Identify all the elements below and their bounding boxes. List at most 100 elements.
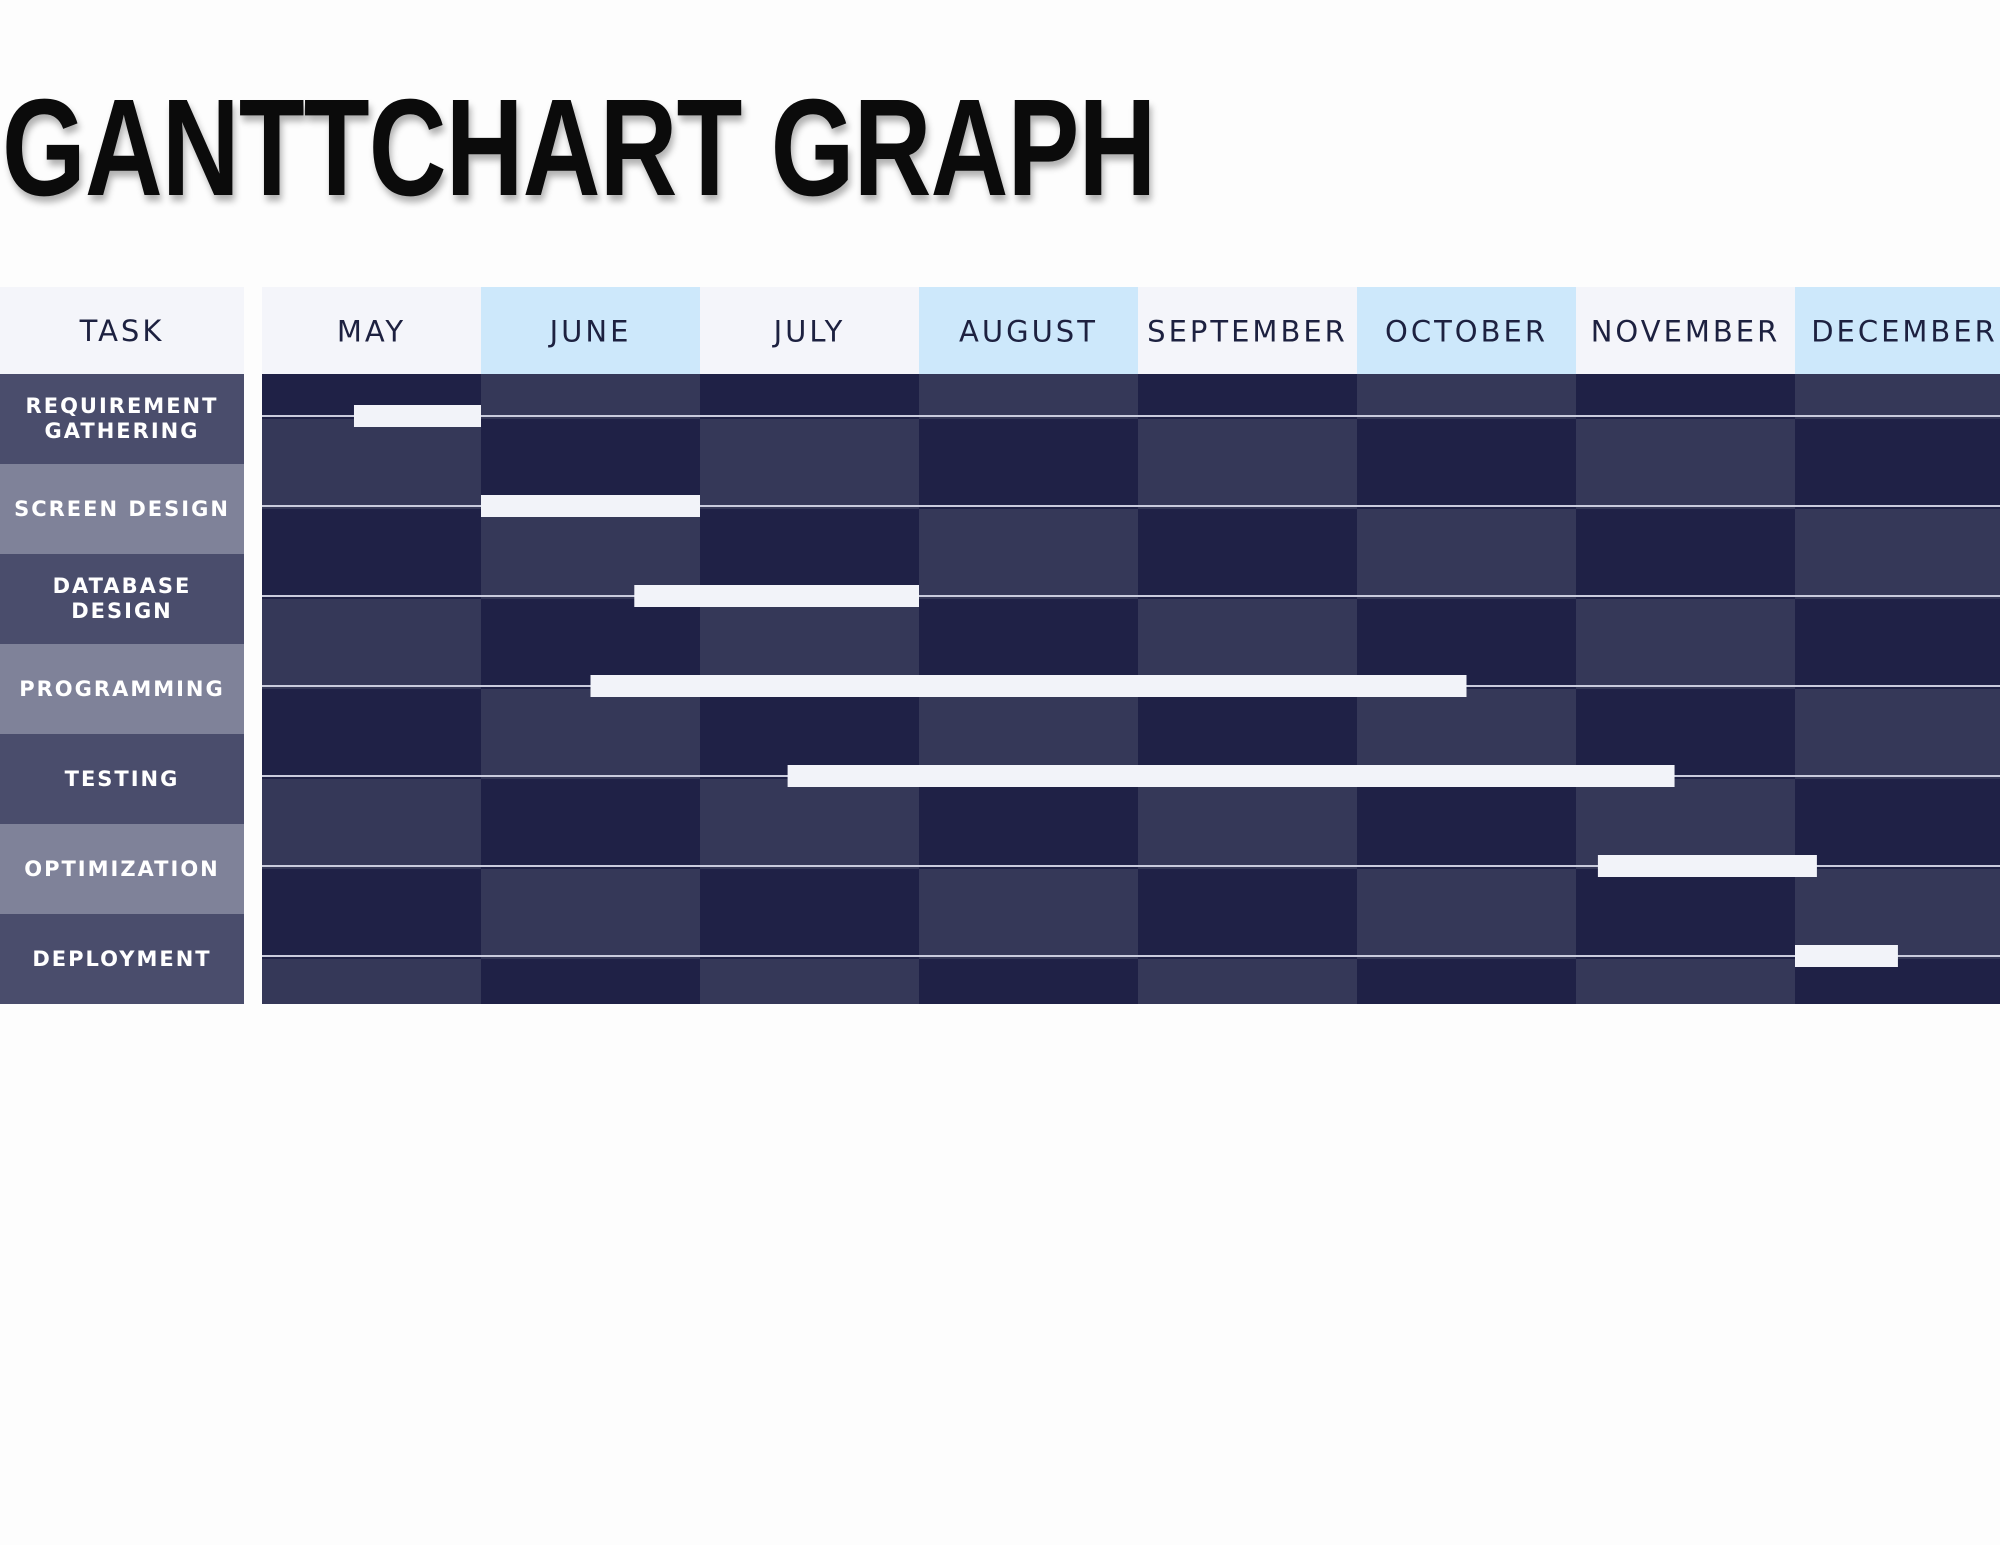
month-label: DECEMBER — [1811, 315, 1998, 349]
month-header-cell — [919, 287, 1138, 374]
grid-cell — [1357, 959, 1576, 1004]
task-label: OPTIMIZATION — [0, 824, 244, 914]
grid-cell — [700, 959, 919, 1004]
grid-cell — [919, 509, 1138, 554]
grid-cell — [1138, 824, 1357, 869]
grid-cell — [1795, 509, 2000, 554]
task-bar — [481, 495, 700, 517]
grid-cell — [1357, 914, 1576, 959]
grid-cell — [1138, 374, 1357, 419]
grid-cell — [700, 419, 919, 464]
grid-cell — [1138, 869, 1357, 914]
month-header-cell — [262, 287, 481, 374]
month-header-cell — [700, 287, 919, 374]
grid-cell — [1576, 374, 1795, 419]
grid-cell — [1795, 644, 2000, 689]
grid-cell — [262, 644, 481, 689]
task-label: PROGRAMMING — [0, 644, 244, 734]
grid-cell — [700, 509, 919, 554]
grid-cell — [262, 959, 481, 1004]
grid-cell — [919, 374, 1138, 419]
task-bar — [590, 675, 1467, 697]
task-bar — [353, 405, 481, 427]
month-label: JUNE — [548, 315, 632, 349]
grid-cell — [1357, 464, 1576, 509]
grid-cell — [919, 599, 1138, 644]
grid-cell — [700, 464, 919, 509]
task-label: REQUIREMENT GATHERING — [0, 374, 244, 464]
grid-cell — [1795, 464, 2000, 509]
task-label: TESTING — [0, 734, 244, 824]
grid-cell — [1138, 554, 1357, 599]
grid-cell — [481, 419, 700, 464]
grid-cell — [481, 869, 700, 914]
grid-cell — [481, 959, 700, 1004]
grid-cell — [262, 734, 481, 779]
task-label: SCREEN DESIGN — [0, 464, 244, 554]
grid-cell — [919, 554, 1138, 599]
grid-cell — [262, 824, 481, 869]
month-label: SEPTEMBER — [1147, 315, 1348, 349]
grid-cell — [1357, 599, 1576, 644]
task-bar — [787, 765, 1675, 787]
grid-cell — [919, 464, 1138, 509]
page-title: GANTTCHART GRAPH — [2, 71, 1156, 225]
grid-cell — [1576, 914, 1795, 959]
grid-cell — [700, 824, 919, 869]
grid-cell — [262, 779, 481, 824]
task-bar — [1597, 855, 1817, 877]
month-header-cell — [1138, 287, 1357, 374]
grid-cell — [1576, 464, 1795, 509]
grid-cell — [1795, 554, 2000, 599]
grid-cell — [1576, 959, 1795, 1004]
grid-cell — [1795, 689, 2000, 734]
grid-cell — [919, 869, 1138, 914]
task-column: TASK REQUIREMENT GATHERING SCREEN DESIGN D… — [0, 287, 244, 1004]
month-header-cell — [481, 287, 700, 374]
grid-cell — [1357, 419, 1576, 464]
grid-cell — [1357, 869, 1576, 914]
task-column-header: TASK — [0, 287, 244, 374]
grid-cell — [1138, 914, 1357, 959]
grid-cell — [1357, 824, 1576, 869]
grid-cell — [1576, 554, 1795, 599]
month-label: JULY — [772, 315, 846, 349]
grid-cell — [919, 914, 1138, 959]
task-bar — [1795, 945, 1898, 967]
task-label: DATABASE DESIGN — [0, 554, 244, 644]
grid-cell — [1357, 509, 1576, 554]
grid-cell — [1795, 779, 2000, 824]
grid-cell — [262, 509, 481, 554]
grid-cell — [1576, 689, 1795, 734]
grid-cell — [262, 869, 481, 914]
grid-cell — [1357, 374, 1576, 419]
month-label: OCTOBER — [1385, 315, 1548, 349]
grid-cell — [919, 959, 1138, 1004]
grid-cell — [1795, 734, 2000, 779]
month-label: NOVEMBER — [1591, 315, 1781, 349]
grid-cell — [1795, 599, 2000, 644]
grid-cell — [1576, 419, 1795, 464]
grid-cell — [919, 824, 1138, 869]
month-header-cell — [1357, 287, 1576, 374]
task-bar — [634, 585, 919, 607]
grid-cell — [481, 779, 700, 824]
grid-cell — [1357, 554, 1576, 599]
month-label: AUGUST — [959, 315, 1098, 349]
task-label: DEPLOYMENT — [0, 914, 244, 1004]
grid-cell — [700, 374, 919, 419]
grid-cell — [700, 869, 919, 914]
grid-cell — [262, 464, 481, 509]
grid-cell — [1138, 464, 1357, 509]
month-header-cell — [1576, 287, 1795, 374]
grid-cell — [262, 689, 481, 734]
grid-cell — [919, 419, 1138, 464]
grid-cell — [1795, 419, 2000, 464]
grid-cell — [1576, 644, 1795, 689]
grid-cell — [1576, 509, 1795, 554]
month-label: MAY — [337, 315, 406, 349]
grid-cell — [262, 599, 481, 644]
grid-cell — [262, 554, 481, 599]
grid-cell — [700, 914, 919, 959]
